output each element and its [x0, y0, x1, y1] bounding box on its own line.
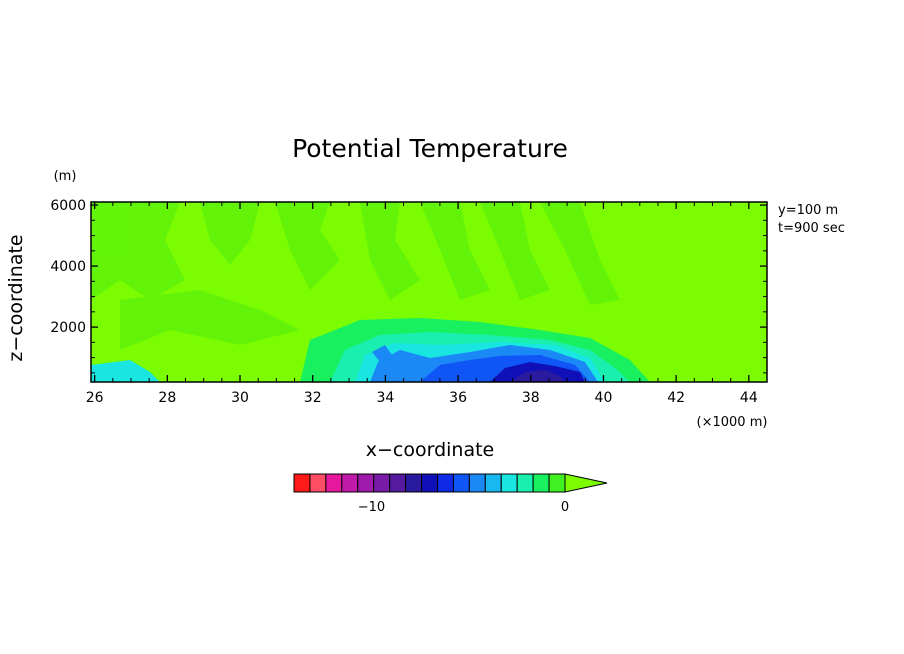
x-tick-label: 40	[595, 390, 613, 406]
anomaly-blob-cyan	[91, 360, 160, 382]
colorbar-extend-triangle	[564, 473, 608, 493]
field-upper-bands	[91, 202, 620, 350]
colorbar-swatch	[548, 473, 566, 493]
anomaly-blob-left	[372, 345, 392, 362]
colorbar-swatch	[532, 473, 550, 493]
chart-title: Potential Temperature	[292, 134, 568, 163]
plot-area: 26 28 30 32 34 36 38 40 42 44 2000 4000 6000	[50, 198, 768, 406]
y-tick-label: 2000	[50, 320, 86, 336]
colorbar-tick-label: −10	[358, 500, 385, 515]
colorbar-swatch	[452, 473, 470, 493]
colorbar-swatch	[436, 473, 454, 493]
anomaly-level-7	[510, 370, 565, 382]
colorbar-swatch	[516, 473, 534, 493]
x-tick-label: 26	[86, 390, 104, 406]
x-tick-label: 36	[449, 390, 467, 406]
x-tick-label: 44	[740, 390, 758, 406]
colorbar: −10 0	[293, 473, 608, 515]
colorbar-swatch	[500, 473, 518, 493]
x-tick-label: 28	[158, 390, 176, 406]
x-tick-label: 30	[231, 390, 249, 406]
y-axis-label: z−coordinate	[5, 234, 27, 361]
annotation-y: y=100 m	[778, 203, 838, 218]
x-tick-label: 34	[376, 390, 394, 406]
y-tick-label: 6000	[50, 198, 86, 214]
band-4	[360, 202, 420, 300]
band-5	[420, 202, 490, 300]
band-7	[540, 202, 620, 305]
colorbar-swatch	[309, 473, 327, 493]
colorbar-swatch	[341, 473, 359, 493]
y-tick-label: 4000	[50, 259, 86, 275]
colorbar-swatch	[405, 473, 423, 493]
band-3	[275, 202, 340, 290]
colorbar-swatch	[421, 473, 438, 493]
colorbar-tick-label: 0	[561, 500, 569, 515]
x-tick-label: 32	[304, 390, 322, 406]
field-anomaly	[91, 318, 650, 382]
annotation-t: t=900 sec	[778, 221, 845, 236]
band-6	[480, 202, 550, 300]
colorbar-swatch	[468, 473, 486, 493]
colorbar-swatch	[357, 473, 375, 493]
y-unit-label: (m)	[54, 169, 77, 184]
colorbar-swatch	[484, 473, 502, 493]
x-unit-label: (×1000 m)	[697, 415, 768, 430]
x-tick-label: 38	[522, 390, 540, 406]
x-tick-label: 42	[667, 390, 685, 406]
band-8	[120, 290, 300, 350]
band-1	[91, 202, 185, 300]
colorbar-swatch	[389, 473, 407, 493]
band-2	[200, 202, 260, 265]
colorbar-swatch	[293, 473, 311, 493]
colorbar-swatch	[373, 473, 391, 493]
plot-frame	[90, 201, 768, 383]
colorbar-swatch	[325, 473, 343, 493]
x-axis-label: x−coordinate	[366, 439, 495, 461]
y-axis: 2000 4000 6000	[50, 198, 767, 374]
